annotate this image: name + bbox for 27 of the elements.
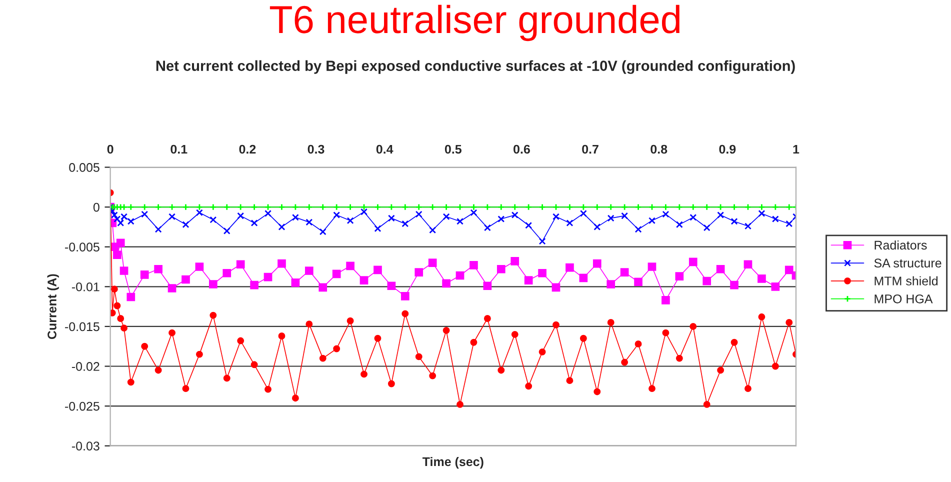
legend-label: SA structure: [874, 258, 942, 268]
y-tick-label: 0: [93, 202, 100, 212]
x-tick-label: 0: [107, 144, 114, 154]
y-axis-title: Current (A): [47, 274, 59, 340]
y-tick-label: -0.01: [72, 282, 100, 292]
y-tick-label: -0.03: [72, 442, 100, 450]
legend-label: Radiators: [874, 240, 927, 250]
x-tick-label: 0.2: [239, 144, 256, 154]
y-tick-label: -0.025: [65, 402, 100, 411]
x-tick-label: 0.6: [514, 144, 530, 154]
y-tick-label: -0.015: [65, 322, 100, 332]
chart-subtitle: Net current collected by Bepi exposed conductive surfaces at -10V (grounded configuration): [156, 60, 795, 74]
x-axis-title: Time (sec): [422, 456, 484, 469]
legend-label: MPO HGA: [874, 294, 933, 304]
legend-label: MTM shield: [874, 276, 938, 286]
y-tick-label: -0.02: [72, 362, 100, 371]
x-tick-label: 0.7: [582, 144, 598, 154]
x-tick-label: 0.1: [170, 144, 188, 154]
x-tick-label: 0.5: [444, 144, 462, 154]
y-tick-label: -0.005: [65, 242, 100, 252]
x-tick-label: 0.4: [376, 144, 394, 154]
x-tick-label: 0.8: [650, 144, 668, 154]
y-tick-label: 0.005: [69, 163, 100, 172]
x-tick-label: 1: [793, 144, 800, 154]
x-tick-label: 0.3: [308, 144, 324, 154]
x-tick-label: 0.9: [719, 144, 736, 154]
chart-title: T6 neutraliser grounded: [270, 4, 680, 42]
